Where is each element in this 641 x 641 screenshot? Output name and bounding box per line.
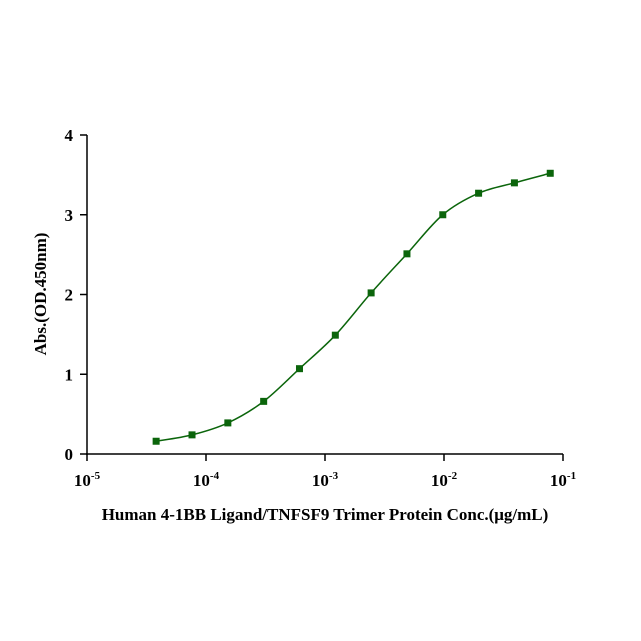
x-tick-base: 10 bbox=[431, 471, 448, 490]
data-point bbox=[188, 431, 196, 439]
x-tick-label: 10-5 bbox=[74, 470, 101, 490]
y-tick-label: 0 bbox=[65, 445, 74, 464]
fit-curve bbox=[155, 172, 551, 442]
x-tick-label: 10-3 bbox=[312, 470, 339, 490]
data-point bbox=[295, 365, 303, 373]
x-tick-exponent: -2 bbox=[448, 470, 458, 482]
x-tick-exponent: -4 bbox=[210, 470, 220, 482]
x-tick-exponent: -1 bbox=[567, 470, 576, 482]
data-point bbox=[546, 169, 554, 177]
x-tick-base: 10 bbox=[312, 471, 329, 490]
y-tick-label: 2 bbox=[65, 286, 74, 305]
data-point bbox=[331, 331, 339, 339]
x-tick-label: 10-4 bbox=[193, 470, 220, 490]
y-tick-label: 1 bbox=[65, 365, 74, 384]
x-tick-exponent: -3 bbox=[329, 470, 339, 482]
data-point bbox=[260, 397, 268, 405]
y-tick-label: 3 bbox=[65, 206, 74, 225]
data-point bbox=[403, 250, 411, 258]
x-tick-base: 10 bbox=[550, 471, 567, 490]
data-point bbox=[152, 437, 160, 445]
x-tick-label: 10-2 bbox=[431, 470, 458, 490]
y-axis-label: Abs.(OD.450nm) bbox=[31, 233, 50, 356]
data-point bbox=[439, 211, 447, 219]
x-tick-label: 10-1 bbox=[550, 470, 576, 490]
x-tick-base: 10 bbox=[193, 471, 210, 490]
y-tick-label: 4 bbox=[65, 126, 74, 145]
x-axis-label: Human 4-1BB Ligand/TNFSF9 Trimer Protein… bbox=[102, 505, 549, 524]
x-tick-exponent: -5 bbox=[91, 470, 101, 482]
data-point bbox=[510, 179, 518, 187]
data-point bbox=[367, 289, 375, 297]
x-tick-base: 10 bbox=[74, 471, 91, 490]
data-point bbox=[475, 189, 483, 197]
data-point bbox=[224, 419, 232, 427]
